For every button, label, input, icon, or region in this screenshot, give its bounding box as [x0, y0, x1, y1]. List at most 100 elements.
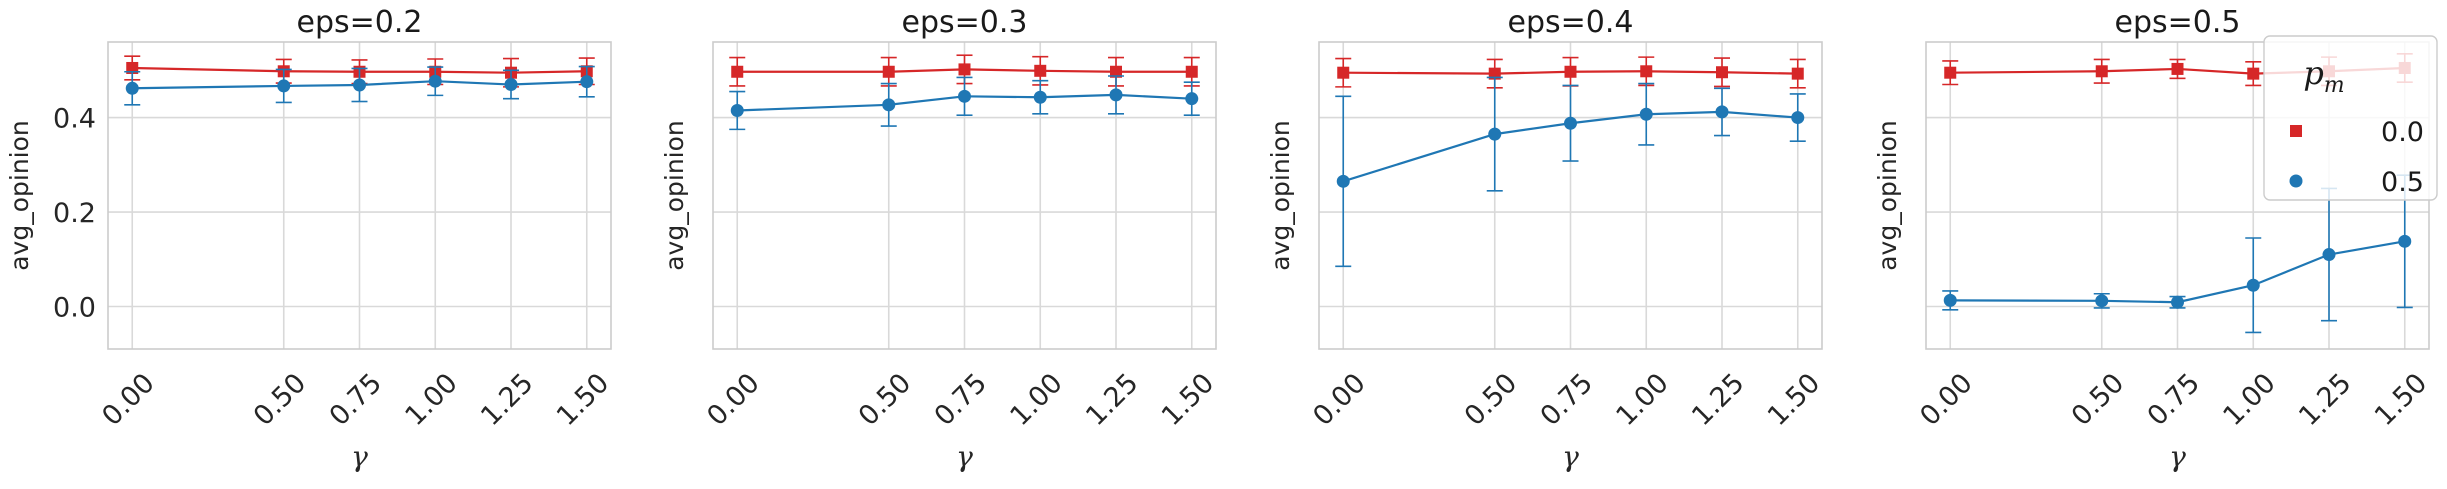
- x-tick-label: 0.00: [1307, 368, 1371, 432]
- legend-label: 0.5: [2381, 167, 2424, 198]
- panel-title: eps=0.3: [902, 5, 1028, 40]
- legend-box: [2263, 35, 2438, 201]
- plot-frame: [107, 41, 612, 350]
- data-point: [1109, 88, 1123, 102]
- data-point: [1639, 107, 1653, 121]
- x-axis-label: γ: [351, 440, 368, 473]
- data-point: [1185, 65, 1198, 78]
- y-axis-label: avg_opinion: [660, 120, 689, 271]
- data-point: [2247, 67, 2260, 80]
- panel-title: eps=0.5: [2115, 5, 2241, 40]
- series-pm-0-5: [124, 65, 595, 106]
- data-point: [2095, 65, 2108, 78]
- data-point: [731, 65, 744, 78]
- data-point: [353, 78, 366, 92]
- data-point: [428, 74, 442, 88]
- y-tick-label: 0.0: [53, 292, 96, 323]
- x-tick-label: 1.00: [2217, 368, 2281, 432]
- x-tick-label: 0.00: [1914, 368, 1978, 432]
- plot-frame: [712, 41, 1217, 350]
- series-line: [737, 68, 1192, 73]
- panel-title: eps=0.4: [1508, 5, 1634, 40]
- series-pm-0-0: [1335, 56, 1806, 89]
- x-tick-label: 0.00: [96, 368, 160, 432]
- series-line: [132, 80, 587, 90]
- data-point: [1715, 105, 1729, 119]
- data-point: [1185, 92, 1199, 106]
- x-axis-label: γ: [956, 440, 973, 473]
- y-axis-label: avg_opinion: [5, 120, 34, 271]
- data-point: [1033, 90, 1047, 104]
- data-point: [2171, 62, 2184, 75]
- panel-title: eps=0.2: [297, 5, 423, 40]
- y-axis-label: avg_opinion: [1266, 120, 1295, 271]
- data-point: [1488, 127, 1502, 141]
- data-point: [882, 98, 896, 112]
- series-line: [1342, 110, 1798, 183]
- x-tick-label: 0.00: [701, 368, 765, 432]
- data-point: [1640, 65, 1653, 78]
- y-tick-label: 0.2: [53, 198, 96, 229]
- data-point: [125, 81, 139, 95]
- x-tick-label: 1.25: [475, 368, 539, 432]
- y-axis-label: avg_opinion: [1873, 120, 1902, 271]
- data-point: [1564, 116, 1577, 130]
- x-axis-label: γ: [2169, 440, 2186, 473]
- series-line: [132, 66, 587, 74]
- data-point: [1791, 111, 1805, 125]
- data-point: [730, 103, 744, 117]
- data-point: [882, 65, 895, 78]
- legend-marker-circle: [2289, 174, 2303, 188]
- x-tick-label: 1.00: [399, 368, 463, 432]
- data-point: [1336, 174, 1350, 188]
- panel-3: eps=0.4 0.00 0.50 0.75 1.00 1.25 1.50 avg_opini…: [1266, 5, 1826, 473]
- legend: pm 0.0 0.5: [2263, 35, 2438, 201]
- x-tick-label: 0.50: [2066, 368, 2130, 432]
- x-tick-label: 1.25: [1080, 368, 1144, 432]
- panel-2: eps=0.3 0.00 0.50 0.75 1.00 1.25 1.50 avg_opini…: [660, 5, 1220, 473]
- data-point: [2246, 278, 2260, 292]
- x-tick-label: 0.75: [324, 368, 388, 432]
- x-tick-label: 0.50: [1459, 368, 1523, 432]
- data-point: [2398, 234, 2412, 248]
- x-tick-label: 1.00: [1610, 368, 1674, 432]
- legend-marker-square: [2290, 125, 2302, 137]
- x-tick-label: 0.50: [248, 368, 312, 432]
- data-point: [2095, 294, 2109, 308]
- data-point: [1943, 293, 1957, 307]
- series-pm-0-5: [1335, 76, 1806, 268]
- y-tick-label: 0.4: [53, 104, 96, 135]
- x-tick-label: 1.50: [1156, 368, 1220, 432]
- x-tick-label: 1.50: [1762, 368, 1826, 432]
- legend-title: pm: [2303, 54, 2344, 98]
- data-point: [1337, 66, 1350, 79]
- plot-frame: [1318, 41, 1823, 350]
- data-point: [1944, 66, 1957, 79]
- series-line: [1950, 240, 2405, 304]
- legend-title-sub: m: [2324, 73, 2345, 98]
- data-point: [2322, 248, 2336, 262]
- data-point: [277, 79, 291, 93]
- x-tick-label: 1.00: [1004, 368, 1068, 432]
- data-point: [580, 75, 594, 89]
- x-tick-label: 1.50: [551, 368, 615, 432]
- data-point: [1716, 66, 1729, 79]
- x-axis-label: γ: [1562, 440, 1579, 473]
- series-pm-0-5: [729, 75, 1200, 131]
- panel-1: eps=0.2 0.0 0.2 0.4 0.00 0.50 0.75 1.00 1.25 1.50…: [5, 5, 615, 473]
- legend-label: 0.0: [2381, 117, 2424, 148]
- data-point: [958, 63, 971, 76]
- data-point: [958, 89, 971, 103]
- data-point: [504, 78, 518, 92]
- series-pm-0-5: [1942, 174, 2413, 334]
- x-tick-label: 0.75: [2142, 368, 2206, 432]
- data-point: [2171, 295, 2184, 309]
- x-tick-label: 0.50: [853, 368, 917, 432]
- data-point: [1034, 64, 1047, 77]
- data-point: [1564, 65, 1577, 78]
- x-tick-label: 0.75: [929, 368, 993, 432]
- x-tick-label: 1.25: [2293, 368, 2357, 432]
- x-tick-label: 1.25: [1686, 368, 1750, 432]
- x-tick-label: 1.50: [2369, 368, 2433, 432]
